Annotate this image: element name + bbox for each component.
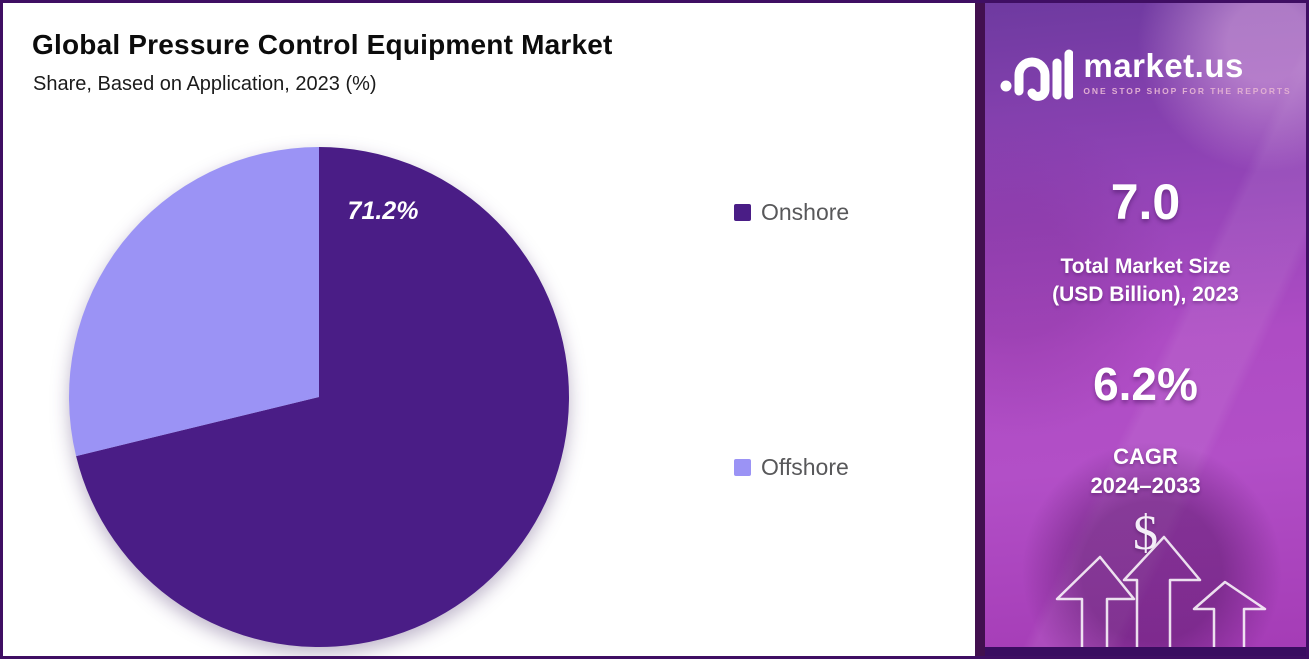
- brand-name: market.us: [1083, 47, 1244, 84]
- sidebar-bottom-strip: [985, 647, 1306, 656]
- brand-logo: market.us ONE STOP SHOP FOR THE REPORTS: [985, 39, 1306, 106]
- legend-swatch-onshore: [734, 204, 751, 221]
- chart-panel: Global Pressure Control Equipment Market…: [3, 3, 971, 656]
- stat-market-size-label-line1: Total Market Size: [1060, 255, 1231, 278]
- stat-cagr-label-line2: 2024–2033: [1090, 472, 1201, 498]
- legend-swatch-offshore: [734, 459, 751, 476]
- stat-cagr-label: CAGR 2024–2033: [985, 443, 1306, 500]
- stat-cagr-label-line1: CAGR: [1113, 444, 1178, 469]
- dollar-icon: $: [1133, 504, 1158, 560]
- brand-sidebar: market.us ONE STOP SHOP FOR THE REPORTS …: [975, 3, 1306, 656]
- growth-arrows-icon: [985, 491, 1306, 656]
- stat-market-size-value: 7.0: [1110, 174, 1181, 230]
- legend-item-offshore: Offshore: [734, 454, 849, 481]
- pie-chart-svg: 71.2%: [69, 147, 569, 647]
- stat-cagr-value: 6.2%: [1093, 358, 1198, 410]
- legend-label-onshore: Onshore: [761, 199, 850, 225]
- pie-data-label-onshore: 71.2%: [348, 197, 419, 225]
- market-us-logo-icon: [999, 39, 1074, 106]
- legend-label-offshore: Offshore: [761, 454, 849, 480]
- page-subtitle: Share, Based on Application, 2023 (%): [33, 73, 377, 95]
- pie-chart: 71.2%: [63, 141, 575, 653]
- pie-slices: [69, 147, 569, 647]
- page-title: Global Pressure Control Equipment Market: [32, 29, 613, 60]
- pie-slice-onshore: [76, 147, 569, 647]
- stat-market-size-label: Total Market Size (USD Billion), 2023: [985, 253, 1306, 310]
- stat-market-size-label-line2: (USD Billion), 2023: [1052, 283, 1239, 307]
- pie-slice-offshore: [69, 147, 319, 457]
- legend-item-onshore: Onshore: [734, 199, 849, 226]
- brand-tagline: ONE STOP SHOP FOR THE REPORTS: [1083, 86, 1292, 96]
